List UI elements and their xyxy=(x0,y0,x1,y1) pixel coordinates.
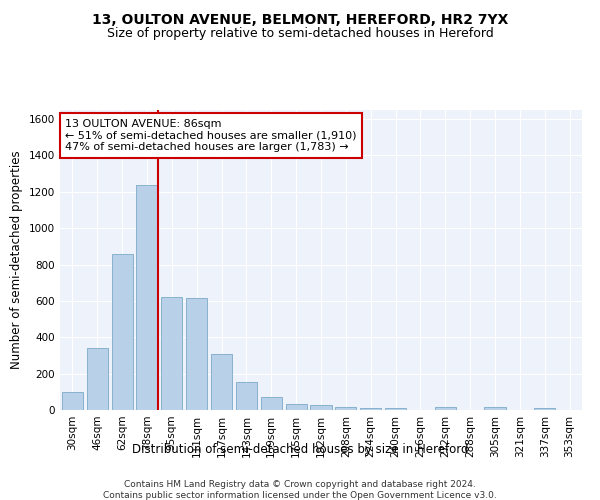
Y-axis label: Number of semi-detached properties: Number of semi-detached properties xyxy=(10,150,23,370)
Text: 13, OULTON AVENUE, BELMONT, HEREFORD, HR2 7YX: 13, OULTON AVENUE, BELMONT, HEREFORD, HR… xyxy=(92,12,508,26)
Bar xyxy=(286,404,307,410)
Text: Contains HM Land Registry data © Crown copyright and database right 2024.: Contains HM Land Registry data © Crown c… xyxy=(124,480,476,489)
Bar xyxy=(161,298,182,410)
Bar xyxy=(87,348,108,410)
Text: 13 OULTON AVENUE: 86sqm
← 51% of semi-detached houses are smaller (1,910)
47% of: 13 OULTON AVENUE: 86sqm ← 51% of semi-de… xyxy=(65,119,357,152)
Bar xyxy=(211,354,232,410)
Bar xyxy=(62,392,83,410)
Bar xyxy=(236,382,257,410)
Bar xyxy=(360,408,381,410)
Bar xyxy=(261,398,282,410)
Text: Distribution of semi-detached houses by size in Hereford: Distribution of semi-detached houses by … xyxy=(132,442,468,456)
Text: Contains public sector information licensed under the Open Government Licence v3: Contains public sector information licen… xyxy=(103,491,497,500)
Bar xyxy=(385,408,406,410)
Bar xyxy=(435,408,456,410)
Text: Size of property relative to semi-detached houses in Hereford: Size of property relative to semi-detach… xyxy=(107,28,493,40)
Bar xyxy=(534,408,555,410)
Bar xyxy=(335,408,356,410)
Bar xyxy=(484,408,506,410)
Bar xyxy=(310,406,332,410)
Bar xyxy=(136,184,158,410)
Bar xyxy=(186,298,207,410)
Bar xyxy=(112,254,133,410)
